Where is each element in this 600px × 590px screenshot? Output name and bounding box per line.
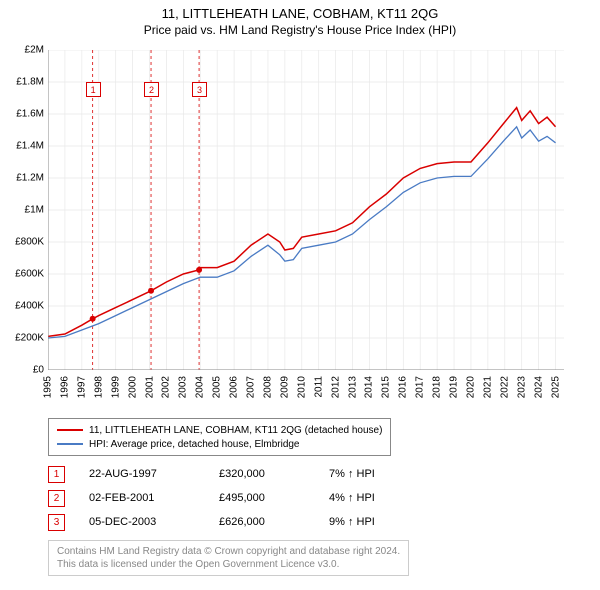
x-tick-label: 2000 xyxy=(127,376,138,398)
x-tick-label: 2003 xyxy=(178,376,189,398)
x-tick-label: 2009 xyxy=(279,376,290,398)
y-tick-label: £1M xyxy=(25,205,44,216)
legend-label: 11, LITTLEHEATH LANE, COBHAM, KT11 2QG (… xyxy=(89,425,382,436)
x-tick-label: 2017 xyxy=(415,376,426,398)
marker-date: 05-DEC-2003 xyxy=(89,516,219,528)
y-tick-label: £1.2M xyxy=(16,173,44,184)
marker-id-box: 1 xyxy=(48,466,65,483)
x-tick-label: 2025 xyxy=(550,376,561,398)
legend-item: HPI: Average price, detached house, Elmb… xyxy=(57,437,382,451)
x-tick-label: 1995 xyxy=(43,376,54,398)
x-tick-label: 2004 xyxy=(195,376,206,398)
x-tick-label: 2008 xyxy=(262,376,273,398)
y-tick-label: £800K xyxy=(15,237,44,248)
x-tick-label: 2006 xyxy=(229,376,240,398)
x-tick-label: 2024 xyxy=(533,376,544,398)
marker-pct: 4% ↑ HPI xyxy=(329,492,429,504)
y-tick-label: £2M xyxy=(25,45,44,56)
y-tick-label: £400K xyxy=(15,301,44,312)
x-tick-label: 2007 xyxy=(246,376,257,398)
chart-legend: 11, LITTLEHEATH LANE, COBHAM, KT11 2QG (… xyxy=(48,418,391,456)
marker-date: 22-AUG-1997 xyxy=(89,468,219,480)
y-axis: £0£200K£400K£600K£800K£1M£1.2M£1.4M£1.6M… xyxy=(0,50,48,370)
markers-table: 1 22-AUG-1997£320,0007% ↑ HPI 2 02-FEB-2001… xyxy=(48,462,429,534)
marker-row: 1 22-AUG-1997£320,0007% ↑ HPI xyxy=(48,462,429,486)
marker-pct: 7% ↑ HPI xyxy=(329,468,429,480)
chart-svg xyxy=(48,50,564,370)
marker-date: 02-FEB-2001 xyxy=(89,492,219,504)
x-tick-label: 2018 xyxy=(432,376,443,398)
x-tick-label: 2011 xyxy=(313,376,324,398)
marker-price: £495,000 xyxy=(219,492,329,504)
chart-title-line1: 11, LITTLEHEATH LANE, COBHAM, KT11 2QG xyxy=(0,0,600,21)
legend-swatch xyxy=(57,429,83,431)
marker-row: 2 02-FEB-2001£495,0004% ↑ HPI xyxy=(48,486,429,510)
marker-price: £320,000 xyxy=(219,468,329,480)
x-tick-label: 2023 xyxy=(516,376,527,398)
y-tick-label: £1.6M xyxy=(16,109,44,120)
chart-footer: Contains HM Land Registry data © Crown c… xyxy=(48,540,409,576)
x-tick-label: 2022 xyxy=(499,376,510,398)
y-tick-label: £0 xyxy=(33,365,44,376)
x-tick-label: 1998 xyxy=(93,376,104,398)
x-tick-label: 2013 xyxy=(347,376,358,398)
x-tick-label: 1999 xyxy=(110,376,121,398)
x-tick-label: 1996 xyxy=(59,376,70,398)
footer-line2: This data is licensed under the Open Gov… xyxy=(57,558,400,571)
chart-container: 11, LITTLEHEATH LANE, COBHAM, KT11 2QG P… xyxy=(0,0,600,590)
legend-item: 11, LITTLEHEATH LANE, COBHAM, KT11 2QG (… xyxy=(57,423,382,437)
chart-marker-1: 1 xyxy=(86,82,101,97)
x-tick-label: 2014 xyxy=(364,376,375,398)
y-tick-label: £600K xyxy=(15,269,44,280)
x-tick-label: 2019 xyxy=(449,376,460,398)
x-tick-label: 2020 xyxy=(465,376,476,398)
y-tick-label: £200K xyxy=(15,333,44,344)
marker-pct: 9% ↑ HPI xyxy=(329,516,429,528)
x-axis: 1995199619971998199920002001200220032004… xyxy=(48,370,564,410)
y-tick-label: £1.8M xyxy=(16,77,44,88)
x-tick-label: 2002 xyxy=(161,376,172,398)
x-tick-label: 2012 xyxy=(330,376,341,398)
x-tick-label: 2005 xyxy=(212,376,223,398)
x-tick-label: 2010 xyxy=(296,376,307,398)
x-tick-label: 2015 xyxy=(381,376,392,398)
x-tick-label: 1997 xyxy=(76,376,87,398)
marker-price: £626,000 xyxy=(219,516,329,528)
x-tick-label: 2021 xyxy=(482,376,493,398)
chart-plot-area: 1 2 3 xyxy=(48,50,564,370)
legend-label: HPI: Average price, detached house, Elmb… xyxy=(89,439,300,450)
y-tick-label: £1.4M xyxy=(16,141,44,152)
marker-row: 3 05-DEC-2003£626,0009% ↑ HPI xyxy=(48,510,429,534)
marker-id-box: 2 xyxy=(48,490,65,507)
footer-line1: Contains HM Land Registry data © Crown c… xyxy=(57,545,400,558)
chart-title-line2: Price paid vs. HM Land Registry's House … xyxy=(0,21,600,37)
x-tick-label: 2016 xyxy=(398,376,409,398)
chart-marker-3: 3 xyxy=(192,82,207,97)
x-tick-label: 2001 xyxy=(144,376,155,398)
chart-marker-2: 2 xyxy=(144,82,159,97)
legend-swatch xyxy=(57,443,83,445)
marker-id-box: 3 xyxy=(48,514,65,531)
